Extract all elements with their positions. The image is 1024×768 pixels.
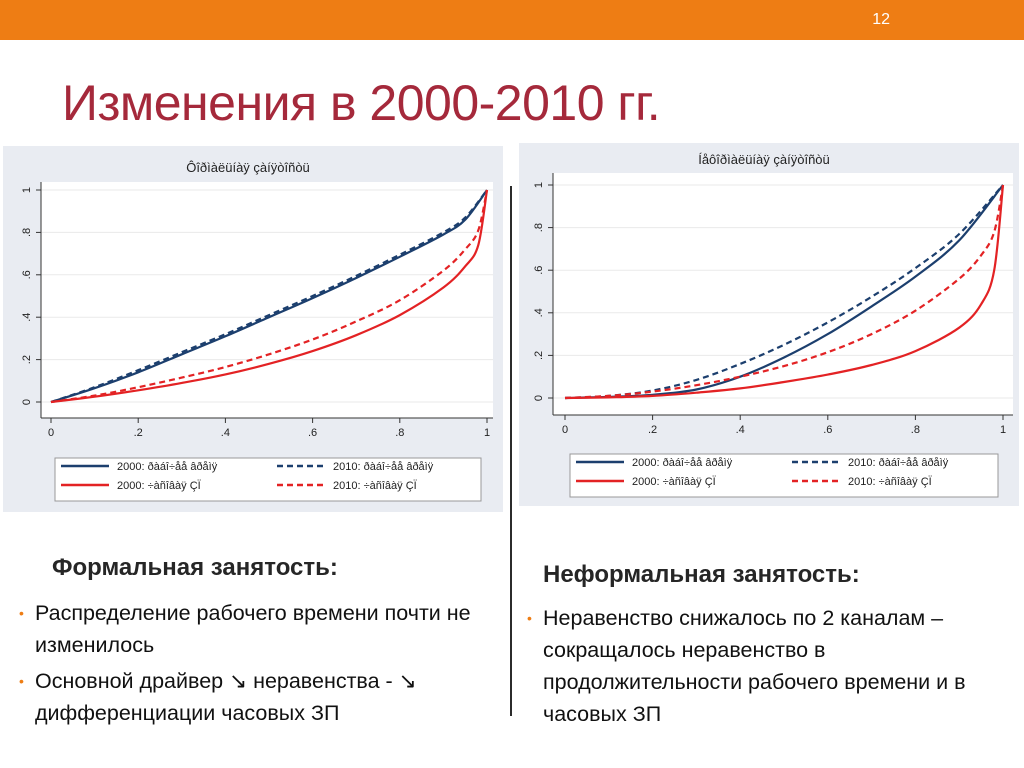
series-line — [50, 189, 489, 404]
formal-employment-chart: Ôîðìàëüíàÿ çàíÿòîñòü 0 .2 .4 .6 .8 1 0 .2 .4 .6 .8 1… — [3, 146, 503, 512]
informal-chart-svg: Íåôîðìàëüíàÿ çàíÿòîñòü 0 .2 .4 .6 .8 1 0 .2 .4 .6.… — [533, 152, 1013, 498]
bullet-text: Распределение рабочего времени почти не … — [35, 601, 471, 657]
x-tick-label: 0 — [562, 424, 568, 436]
y-tick-label: .6 — [533, 266, 545, 275]
x-tick-label: .4 — [221, 427, 230, 439]
x-tick-label: .6 — [823, 424, 832, 436]
list-item: • Распределение рабочего времени почти не… — [11, 597, 503, 661]
y-tick-label: .2 — [533, 351, 545, 360]
y-tick-label: .4 — [533, 308, 545, 317]
x-tick-label: .8 — [911, 424, 920, 436]
formal-heading: Формальная занятость: — [52, 554, 338, 581]
y-tick-label: .2 — [21, 355, 33, 364]
y-tick-label: .4 — [21, 313, 33, 322]
series-line — [50, 189, 488, 404]
plot-area — [553, 173, 1013, 415]
top-bar: 12 — [0, 0, 1024, 40]
x-tick-label: .2 — [134, 427, 143, 439]
y-tick-label: .8 — [21, 228, 33, 237]
x-tick-label: 1 — [484, 427, 490, 439]
slide-number: 12 — [872, 11, 890, 28]
informal-bullets: • Неравенство снижалось по 2 каналам – со… — [519, 602, 1009, 734]
legend-label: 2010: ÷àñîâàÿ ÇÏ — [333, 480, 418, 492]
legend-box — [54, 457, 482, 502]
y-tick-label: 1 — [533, 182, 545, 188]
bullet-dot-icon: • — [527, 610, 532, 626]
slide-title: Изменения в 2000-2010 гг. — [62, 75, 661, 131]
chart-title: Ôîðìàëüíàÿ çàíÿòîñòü — [186, 160, 310, 175]
x-tick-label: .4 — [736, 424, 745, 436]
y-tick-label: .8 — [533, 223, 545, 232]
plot-area — [41, 182, 493, 418]
column-divider — [510, 186, 512, 716]
list-item: • Основной драйвер ↘ неравенства - ↘ дифф… — [11, 665, 503, 729]
list-item: • Неравенство снижалось по 2 каналам – со… — [519, 602, 1009, 730]
x-tick-label: .2 — [648, 424, 657, 436]
legend-label: 2010: ðàáî÷åå âðåìÿ — [848, 457, 949, 469]
y-tick-label: 1 — [21, 187, 33, 193]
bullet-text: Основной драйвер ↘ неравенства - ↘ диффе… — [35, 669, 417, 725]
legend-label: 2000: ðàáî÷åå âðåìÿ — [117, 461, 218, 473]
x-tick-label: 0 — [48, 427, 54, 439]
legend-box — [569, 453, 999, 498]
x-tick-label: 1 — [1000, 424, 1006, 436]
legend-label: 2000: ÷àñîâàÿ ÇÏ — [632, 476, 717, 488]
x-tick-label: .8 — [395, 427, 404, 439]
legend-label: 2010: ÷àñîâàÿ ÇÏ — [848, 476, 933, 488]
informal-heading: Неформальная занятость: — [543, 561, 860, 588]
x-tick-label: .6 — [308, 427, 317, 439]
formal-chart-svg: Ôîðìàëüíàÿ çàíÿòîñòü 0 .2 .4 .6 .8 1 0 .2 .4 .6 .8 1… — [21, 160, 493, 502]
chart-title: Íåôîðìàëüíàÿ çàíÿòîñòü — [698, 152, 830, 167]
series-line — [50, 189, 488, 404]
series-line — [564, 184, 1005, 400]
legend-label: 2010: ðàáî÷åå âðåìÿ — [333, 461, 434, 473]
series-line — [564, 184, 1005, 400]
legend-label: 2000: ÷àñîâàÿ ÇÏ — [117, 480, 202, 492]
series-line — [564, 184, 1004, 400]
y-tick-label: 0 — [533, 395, 545, 401]
bullet-dot-icon: • — [19, 673, 24, 689]
informal-employment-chart: Íåôîðìàëüíàÿ çàíÿòîñòü 0 .2 .4 .6 .8 1 0 .2 .4 .6.… — [519, 143, 1019, 506]
legend-label: 2000: ðàáî÷åå âðåìÿ — [632, 457, 733, 469]
formal-bullets: • Распределение рабочего времени почти не… — [11, 597, 503, 733]
y-tick-label: 0 — [21, 399, 33, 405]
y-tick-label: .6 — [21, 270, 33, 279]
bullet-text: Неравенство снижалось по 2 каналам – сок… — [543, 606, 966, 726]
bullet-dot-icon: • — [19, 605, 24, 621]
